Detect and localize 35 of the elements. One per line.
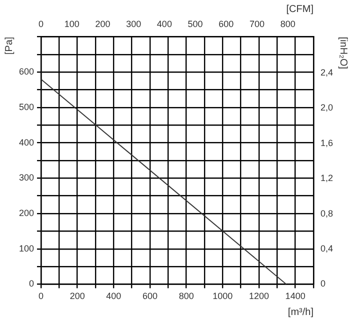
- y-tick-label: 500: [18, 102, 34, 112]
- x-tick-label: 1400: [285, 291, 306, 302]
- x-axis-title: [m³/h]: [288, 306, 314, 318]
- y-tick-label: 200: [18, 208, 34, 218]
- x-tick-label: 1000: [212, 291, 233, 302]
- y-tick-label: 600: [18, 66, 34, 77]
- x-tick-label: 800: [178, 291, 194, 302]
- x2-tick-label: 100: [64, 18, 80, 29]
- x-tick-label: 0: [38, 291, 44, 302]
- x2-tick-label: 0: [38, 18, 44, 29]
- y2-tick-label: 2,4: [320, 67, 334, 78]
- y-tick-label: 400: [18, 137, 34, 148]
- y-tick-label: 100: [18, 243, 34, 254]
- y2-axis-title: [inH₂O]: [337, 36, 348, 70]
- x2-tick-label: 700: [250, 18, 265, 29]
- y-tick-label: 0: [29, 278, 34, 289]
- x-tick-label: 200: [70, 291, 85, 302]
- x-tick-label: 600: [142, 291, 158, 302]
- x2-tick-label: 200: [95, 18, 110, 29]
- x2-tick-label: 500: [188, 18, 203, 29]
- y2-tick-label: 1,6: [320, 138, 334, 148]
- x2-tick-label: 400: [156, 18, 172, 29]
- x2-tick-label: 600: [218, 18, 234, 29]
- y2-tick-label: 2,0: [320, 102, 334, 113]
- x2-axis-title: [CFM]: [286, 4, 314, 15]
- y2-tick-label: 1,2: [320, 173, 334, 184]
- y2-tick-label: 0,4: [320, 243, 334, 254]
- x-tick-label: 1200: [248, 291, 270, 302]
- x2-tick-label: 300: [126, 18, 142, 29]
- y-axis-title: [Pa]: [4, 36, 15, 55]
- x-tick-label: 400: [106, 291, 122, 302]
- y2-tick-label: 0,8: [320, 208, 334, 218]
- y2-tick-label: 0: [320, 278, 326, 289]
- y-tick-label: 300: [18, 172, 34, 183]
- x2-tick-label: 800: [280, 18, 296, 29]
